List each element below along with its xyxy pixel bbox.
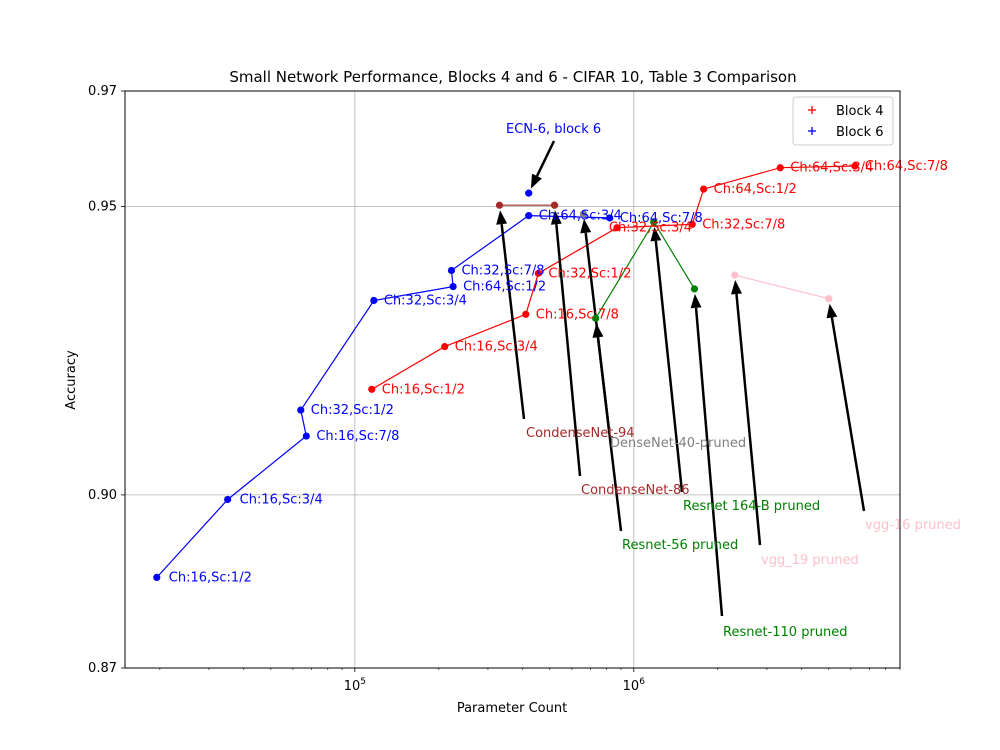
point-label: Ch:64,Sc:7/8 [865, 159, 948, 174]
data-point [153, 573, 161, 582]
legend-label: Block 6 [836, 125, 884, 140]
annotation-label: Resnet 164-B pruned [683, 499, 820, 514]
data-point [449, 283, 457, 291]
point-label: Ch:64,Sc:1/2 [714, 182, 797, 197]
point-label: Ch:32,Sc:7/8 [702, 217, 785, 232]
point-label: Ch:32,Sc:3/4 [609, 221, 692, 236]
data-point [370, 296, 378, 305]
annotation-arrow-shaft [596, 337, 623, 532]
annotation-label: CondenseNet-86 [581, 483, 690, 498]
annotation-arrow-head [580, 218, 592, 234]
data-point [368, 385, 376, 393]
point-label: Ch:32,Sc:3/4 [384, 293, 467, 308]
annotation-label: ECN-6, block 6 [506, 122, 601, 137]
annotation-arrow-head [592, 323, 604, 338]
plot-frame [124, 90, 901, 669]
annotation-arrow-head [550, 210, 562, 225]
data-point [525, 212, 533, 220]
point-label: Ch:32,Sc:1/2 [311, 403, 394, 418]
data-point [441, 343, 449, 351]
legend-box [792, 96, 894, 146]
annotation-arrow-head [496, 210, 508, 225]
data-point [534, 269, 543, 277]
annotation-arrow-head [530, 173, 542, 189]
annotation-arrow-shaft [735, 293, 762, 546]
annotation-label: vgg-16 pruned [865, 518, 961, 533]
annotation-arrow-head [826, 303, 838, 319]
y-tick-label: 0.87 [88, 661, 117, 676]
x-axis-title: Parameter Count [457, 701, 567, 716]
y-tick-label: 0.95 [88, 199, 117, 214]
annotation-arrow-shaft [830, 317, 866, 512]
annotation-arrow-head [690, 293, 702, 309]
annotation-label: CondenseNet-94 [526, 426, 635, 441]
y-axis-title: Accuracy [64, 350, 79, 410]
y-tick-label: 0.97 [88, 84, 117, 99]
annotation-arrow-shaft [694, 307, 724, 617]
annotation-label: DenseNet-40-pruned [610, 436, 746, 451]
data-point [447, 266, 456, 275]
annotation-label: Resnet-110 pruned [723, 625, 848, 640]
x-tick-label: 106 [623, 677, 646, 694]
comparison-line [595, 221, 655, 319]
annotation-arrow-shaft [535, 140, 556, 177]
data-point [613, 224, 621, 232]
point-label: Ch:16,Sc:3/4 [455, 340, 538, 355]
annotation-label: vgg_19 pruned [761, 553, 859, 568]
point-label: Ch:16,Sc:1/2 [169, 570, 252, 585]
annotation-arrow-shaft [500, 223, 526, 420]
data-point [302, 432, 310, 440]
annotation-arrow-shaft [654, 240, 684, 493]
axis-ticks: 105 106 0.87 0.90 0.95 0.97 [88, 84, 901, 694]
comparison-line [653, 221, 696, 290]
point-label: Ch:64,Sc:3/4 [539, 209, 622, 224]
annotation-arrows [496, 140, 866, 617]
annotation-arrow-shaft [555, 224, 582, 477]
point-label: Ch:64,Sc:7/8 [620, 211, 703, 226]
comparison-point [550, 201, 559, 209]
comparison-point [825, 295, 833, 303]
data-point [688, 220, 696, 228]
annotation-arrow-head [731, 280, 742, 295]
comparison-point [690, 285, 699, 293]
data-point [700, 185, 708, 193]
data-point [776, 164, 784, 172]
comparison-point [579, 210, 588, 218]
comparison-point [650, 218, 658, 226]
comparison-line [734, 274, 829, 300]
y-tick-label: 0.90 [88, 488, 117, 503]
data-point [297, 406, 305, 414]
legend-label: Block 4 [836, 104, 884, 119]
point-label: Ch:32,Sc:1/2 [548, 266, 631, 281]
data-point [522, 310, 530, 318]
legend: Block 4 Block 6 [792, 96, 894, 146]
point-label: Ch:16,Sc:7/8 [536, 307, 619, 322]
point-label: Ch:16,Sc:7/8 [316, 429, 399, 444]
annotation-arrow-head [650, 227, 662, 242]
point-label: Ch:16,Sc:3/4 [240, 493, 323, 508]
x-tick-label: 105 [344, 677, 366, 694]
data-point [525, 189, 533, 197]
data-point [606, 214, 614, 222]
point-labels: Ch:16,Sc:1/2 Ch:16,Sc:3/4 Ch:16,Sc:7/8 Ch:3… [169, 159, 948, 585]
comparison-point [592, 314, 600, 322]
annotation-labels: ECN-6, block 6 CondenseNet-94 CondenseNet-… [506, 122, 961, 640]
point-label: Ch:64,Sc:1/2 [463, 280, 546, 295]
annotation-label: Resnet-56 pruned [622, 538, 738, 553]
point-label: Ch:32,Sc:7/8 [461, 263, 544, 278]
chart-title: Small Network Performance, Blocks 4 and … [229, 68, 796, 86]
comparison-point [731, 271, 739, 279]
data-point [851, 162, 859, 170]
data-point [224, 495, 232, 504]
point-label: Ch:64,Sc:3/4 [790, 161, 873, 176]
comparison-point [495, 201, 504, 209]
data-points [153, 162, 859, 582]
point-label: Ch:16,Sc:1/2 [382, 382, 465, 397]
